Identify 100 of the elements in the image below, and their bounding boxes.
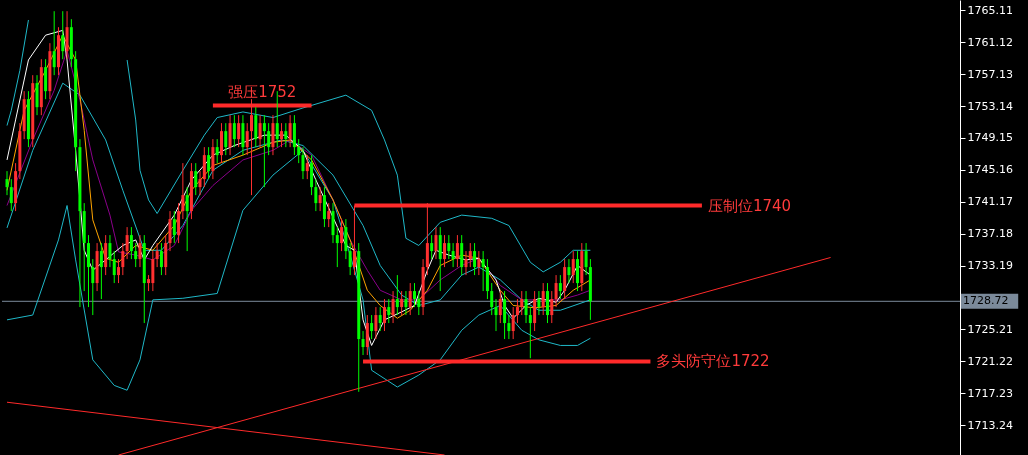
candlestick (507, 314, 511, 340)
candlestick (207, 146, 211, 180)
candlestick (344, 218, 348, 260)
line-series (6, 149, 591, 391)
candlestick (443, 234, 447, 268)
candlestick (262, 114, 266, 188)
candlestick (108, 234, 112, 268)
y-tick-label: 1761.12 (967, 35, 1013, 49)
candlestick (301, 146, 305, 180)
candlestick (520, 290, 524, 316)
candlestick (267, 122, 271, 156)
ref-line-label: 1728.72 (962, 294, 1009, 308)
candlestick (91, 258, 95, 316)
candlestick (494, 298, 498, 332)
candlestick (164, 234, 168, 276)
candlestick (258, 114, 262, 148)
candlestick (232, 114, 236, 148)
candlestick (181, 162, 185, 220)
candlestick (168, 210, 172, 252)
candlestick (322, 186, 326, 228)
candlestick (400, 290, 404, 316)
candlestick (576, 250, 580, 292)
annotation: 强压1752 (228, 82, 297, 101)
candlestick (438, 226, 442, 292)
candlestick (434, 226, 438, 260)
candlestick (99, 242, 103, 300)
candlestick (460, 234, 464, 276)
y-tick-label: 1721.22 (967, 354, 1013, 368)
y-tick-label: 1713.24 (967, 418, 1013, 432)
candlestick (413, 282, 417, 308)
candlestick (481, 250, 485, 292)
candlestick (310, 154, 314, 196)
candlestick (284, 122, 288, 148)
candlestick (391, 290, 395, 324)
candlestick (254, 106, 258, 148)
candlestick (318, 186, 322, 212)
candlestick (151, 250, 155, 292)
candlestick (172, 210, 176, 244)
y-tick-label: 1745.16 (967, 163, 1013, 177)
candlestick (455, 234, 459, 268)
annotation: 压制位1740 (707, 196, 792, 215)
candlestick (361, 330, 365, 356)
candlestick (155, 242, 159, 268)
candlestick (211, 138, 215, 180)
y-tick-label: 1717.23 (967, 386, 1013, 400)
y-tick-label: 1725.21 (967, 322, 1013, 336)
candlestick (511, 306, 515, 340)
candlestick (382, 298, 386, 332)
candlestick (117, 258, 121, 284)
candlestick (280, 122, 284, 148)
candlestick (129, 226, 133, 260)
y-tick-label: 1757.13 (967, 67, 1013, 81)
candlestick (370, 314, 374, 340)
candlestick (138, 234, 142, 268)
candlestick (185, 186, 189, 252)
candlestick (558, 274, 562, 300)
candlestick (554, 274, 558, 308)
candlestick (288, 114, 292, 148)
candlestick (365, 314, 369, 356)
candlestick (331, 202, 335, 244)
candlestick (515, 298, 519, 324)
candlestick (528, 306, 532, 359)
candlestick (430, 234, 434, 260)
candlestick (52, 10, 56, 76)
y-tick-label: 1733.19 (967, 259, 1013, 273)
candlestick (387, 298, 391, 324)
candlestick (134, 242, 138, 268)
candlestick (485, 258, 489, 300)
candlestick (241, 114, 245, 156)
candlestick (87, 234, 90, 308)
candlestick (198, 170, 202, 196)
y-tick-label: 1749.15 (967, 131, 1013, 145)
candlestick (35, 74, 39, 116)
candlestick (545, 282, 549, 324)
line-series (6, 82, 591, 311)
candlestick (340, 218, 344, 252)
candlestick (378, 306, 382, 332)
candlestick (121, 242, 125, 276)
candlestick (584, 242, 588, 276)
candlestick (215, 138, 219, 164)
candlestick (473, 242, 477, 276)
candlestick (567, 258, 571, 284)
candlestick (245, 122, 249, 156)
candlestick (550, 290, 554, 324)
candlestick (468, 242, 472, 268)
candlestick (104, 234, 108, 276)
candlestick (194, 162, 198, 196)
candlestick (125, 226, 129, 260)
candlestick (533, 290, 537, 332)
y-tick-label: 1737.18 (967, 227, 1013, 241)
y-tick-label: 1765.11 (967, 3, 1013, 17)
candlestick (237, 114, 241, 148)
candlestick (9, 178, 13, 212)
candlestick (563, 258, 567, 300)
candlestick (447, 234, 451, 260)
candlestick (112, 250, 116, 284)
candlestick (5, 170, 9, 196)
candlestick (395, 274, 399, 316)
candlestick (348, 242, 352, 276)
candlestick (292, 114, 296, 156)
